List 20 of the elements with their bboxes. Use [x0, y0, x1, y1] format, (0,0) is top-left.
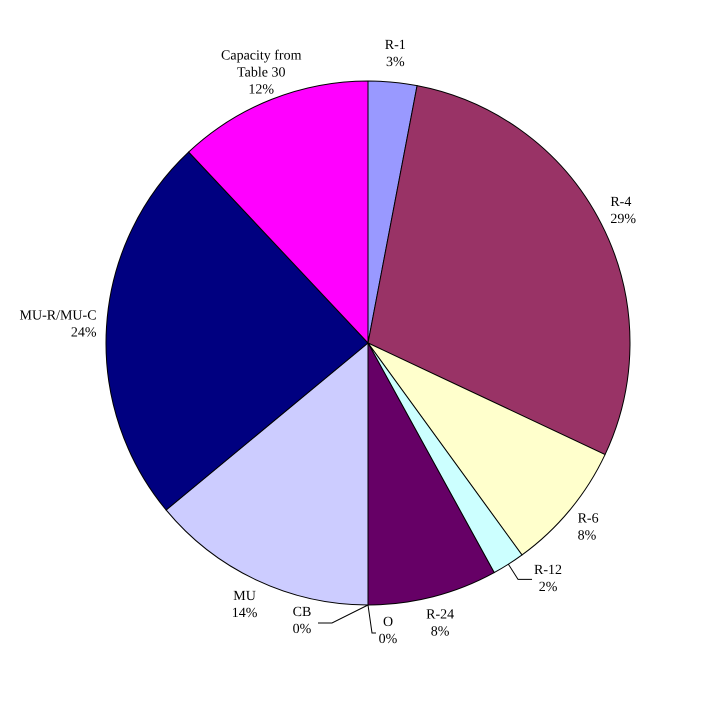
- slice-label: R-12: [534, 563, 562, 578]
- slice-label: R-4: [610, 195, 632, 210]
- slice-label: MU-R/MU-C: [20, 308, 97, 324]
- data-label: 12%: [248, 82, 274, 98]
- data-label: 29%: [610, 212, 636, 228]
- slice-label: Capacity from Table 30: [221, 48, 302, 81]
- text: 0%: [292, 622, 312, 638]
- slice-label: R-1: [384, 38, 406, 54]
- data-label: 8%: [430, 624, 450, 640]
- legend-label: O: [382, 615, 394, 630]
- slice-label: R-6: [578, 512, 599, 527]
- data-label: 3%: [386, 55, 405, 70]
- text: 0%: [378, 632, 398, 648]
- slice-label: MU: [233, 589, 256, 604]
- data-label: 24%: [70, 326, 97, 341]
- data-label: 2%: [538, 580, 558, 596]
- category-label: CB: [292, 605, 312, 620]
- slice-label: R-24: [426, 608, 454, 623]
- data-label: 8%: [578, 528, 597, 544]
- data-label: 14%: [232, 606, 258, 622]
